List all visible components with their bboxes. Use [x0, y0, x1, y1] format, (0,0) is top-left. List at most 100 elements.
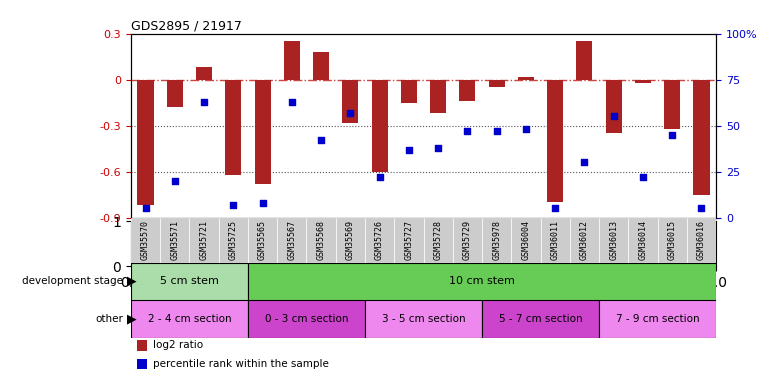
Text: 0 - 3 cm section: 0 - 3 cm section	[265, 314, 348, 324]
Bar	[138, 80, 153, 205]
Bar	[226, 80, 241, 175]
Text: GSM35721: GSM35721	[199, 220, 209, 260]
Bar	[577, 41, 592, 80]
Text: ▶: ▶	[127, 275, 137, 288]
Text: GSM35728: GSM35728	[434, 220, 443, 260]
Text: GSM35565: GSM35565	[258, 220, 267, 260]
Point	[695, 206, 708, 212]
Bar	[599, 300, 716, 338]
Point	[578, 159, 591, 165]
Bar	[248, 262, 716, 300]
Bar	[482, 217, 511, 262]
Bar	[394, 217, 424, 262]
Bar	[336, 217, 365, 262]
Bar	[255, 80, 270, 184]
Bar	[489, 80, 504, 87]
Point	[373, 174, 386, 180]
Bar	[313, 52, 329, 80]
Bar	[628, 217, 658, 262]
Bar	[365, 300, 482, 338]
Text: GSM35571: GSM35571	[170, 220, 179, 260]
Bar	[137, 359, 147, 369]
Point	[256, 200, 269, 206]
Bar	[137, 340, 147, 351]
Text: 5 - 7 cm section: 5 - 7 cm section	[499, 314, 582, 324]
Bar	[547, 80, 563, 202]
Text: GSM35978: GSM35978	[492, 220, 501, 260]
Text: 3 - 5 cm section: 3 - 5 cm section	[382, 314, 465, 324]
Text: GSM36015: GSM36015	[668, 220, 677, 260]
Text: GSM35729: GSM35729	[463, 220, 472, 260]
Text: GSM35567: GSM35567	[287, 220, 296, 260]
Bar	[277, 217, 306, 262]
Bar	[219, 217, 248, 262]
Point	[637, 174, 649, 180]
Text: GSM36014: GSM36014	[638, 220, 648, 260]
Point	[286, 99, 298, 105]
Bar	[189, 217, 219, 262]
Bar	[401, 80, 417, 103]
Bar	[658, 217, 687, 262]
Point	[461, 128, 474, 134]
Bar	[365, 217, 394, 262]
Point	[432, 145, 444, 151]
Text: GSM36016: GSM36016	[697, 220, 706, 260]
Text: GSM35725: GSM35725	[229, 220, 238, 260]
Text: GSM36012: GSM36012	[580, 220, 589, 260]
Bar	[606, 80, 621, 133]
Text: GSM35569: GSM35569	[346, 220, 355, 260]
Point	[403, 147, 415, 153]
Text: percentile rank within the sample: percentile rank within the sample	[153, 359, 329, 369]
Text: 7 - 9 cm section: 7 - 9 cm section	[616, 314, 699, 324]
Text: GSM35727: GSM35727	[404, 220, 413, 260]
Bar	[570, 217, 599, 262]
Bar	[131, 300, 248, 338]
Point	[666, 132, 678, 138]
Text: GSM36011: GSM36011	[551, 220, 560, 260]
Text: GDS2895 / 21917: GDS2895 / 21917	[131, 20, 242, 33]
Bar	[343, 80, 358, 123]
Bar	[453, 217, 482, 262]
Bar	[430, 80, 446, 113]
Bar	[482, 300, 599, 338]
Point	[520, 126, 532, 132]
Bar	[635, 80, 651, 83]
Bar	[665, 80, 680, 129]
Bar	[196, 68, 212, 80]
Point	[315, 137, 327, 143]
Point	[608, 113, 620, 119]
Text: 2 - 4 cm section: 2 - 4 cm section	[148, 314, 231, 324]
Bar	[372, 80, 387, 172]
Bar	[599, 217, 628, 262]
Bar	[518, 76, 534, 80]
Text: GSM35570: GSM35570	[141, 220, 150, 260]
Point	[139, 206, 152, 212]
Bar	[694, 80, 709, 195]
Text: GSM35726: GSM35726	[375, 220, 384, 260]
Text: GSM36004: GSM36004	[521, 220, 531, 260]
Bar	[306, 217, 336, 262]
Point	[169, 178, 181, 184]
Bar	[424, 217, 453, 262]
Text: other: other	[95, 314, 123, 324]
Bar	[284, 41, 300, 80]
Text: development stage: development stage	[22, 276, 123, 286]
Text: ▶: ▶	[127, 312, 137, 325]
Text: 10 cm stem: 10 cm stem	[449, 276, 515, 286]
Point	[198, 99, 210, 105]
Bar	[541, 217, 570, 262]
Text: GSM36013: GSM36013	[609, 220, 618, 260]
Bar	[687, 217, 716, 262]
Bar	[131, 262, 248, 300]
Text: GSM35568: GSM35568	[316, 220, 326, 260]
Text: log2 ratio: log2 ratio	[153, 340, 203, 350]
Point	[490, 128, 503, 134]
Point	[549, 206, 561, 212]
Point	[344, 110, 357, 116]
Text: 5 cm stem: 5 cm stem	[160, 276, 219, 286]
Bar	[460, 80, 475, 101]
Bar	[160, 217, 189, 262]
Bar	[167, 80, 182, 107]
Bar	[131, 217, 160, 262]
Point	[227, 202, 239, 208]
